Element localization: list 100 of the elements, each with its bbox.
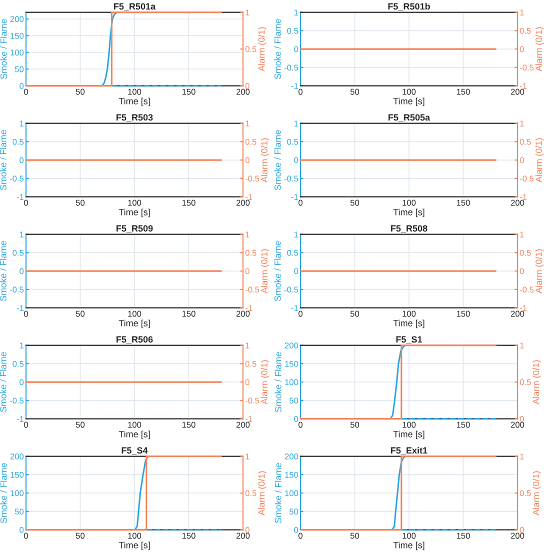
y-tick-label: -0.5 <box>284 286 298 293</box>
x-tick-label: 150 <box>456 88 470 95</box>
y2-axis-title: Alarm (0/1) <box>258 27 266 72</box>
y2-axis-title: Alarm (0/1) <box>535 27 544 72</box>
y-tick-label: -0.5 <box>284 64 298 71</box>
x-axis-title: Time [s] <box>393 208 424 218</box>
chart-title: F5_R503 <box>116 114 153 122</box>
x-tick-label: 200 <box>236 200 250 206</box>
y2-tick-label: 0.5 <box>245 360 256 367</box>
y-tick-label: 100 <box>285 490 298 496</box>
y2-tick-label: 0 <box>520 268 524 274</box>
x-tick-label: 50 <box>350 422 360 428</box>
y2-tick-label: 1 <box>520 120 524 126</box>
x-tick-label: 150 <box>182 88 196 95</box>
y-axis-title: Smoke / Flame <box>0 463 7 523</box>
y2-axis-title: Alarm (0/1) <box>535 138 544 182</box>
y-tick-label: 0.5 <box>12 138 24 145</box>
y-tick-label: 100 <box>285 379 298 386</box>
y-tick-label: -0.5 <box>10 176 24 182</box>
chart-title: F5_R501b <box>388 2 430 11</box>
y-tick-label: 200 <box>10 454 24 460</box>
y2-tick-label: 1 <box>520 342 524 348</box>
y2-tick-label: -1 <box>520 305 527 311</box>
y-tick-label: 50 <box>289 398 298 404</box>
y2-tick-label: 1 <box>246 454 250 460</box>
y2-tick-label: -0.5 <box>245 286 260 293</box>
x-tick-label: 100 <box>128 422 142 428</box>
y2-tick-label: -0.5 <box>245 176 260 182</box>
chart-title: F5_S4 <box>122 447 148 455</box>
x-tick-label: 50 <box>350 200 360 206</box>
y-tick-label: 150 <box>285 472 298 478</box>
y2-tick-label: 0.5 <box>245 250 256 256</box>
y-tick-label: 0.5 <box>287 138 298 145</box>
y-tick-label: -1 <box>291 194 298 200</box>
y-tick-label: -0.5 <box>10 286 24 293</box>
y2-tick-label: -1 <box>520 83 527 89</box>
x-tick-label: 200 <box>236 310 250 317</box>
y2-tick-label: 0 <box>520 46 524 52</box>
y-tick-label: -0.5 <box>10 398 24 404</box>
y-tick-label: 1 <box>20 120 24 126</box>
y-axis-title: Smoke / Flame <box>0 19 7 79</box>
x-tick-label: 0 <box>298 310 302 317</box>
y2-tick-label: 0 <box>245 83 250 89</box>
x-tick-label: 50 <box>350 88 360 95</box>
x-axis-title: Time [s] <box>393 98 424 106</box>
y-tick-label: 0.5 <box>12 360 24 367</box>
x-tick-label: 0 <box>24 422 28 428</box>
y2-tick-label: 1 <box>520 454 524 460</box>
y2-tick-label: 0.5 <box>520 250 531 256</box>
y-tick-label: 50 <box>289 508 298 515</box>
x-tick-label: 150 <box>456 422 470 428</box>
y-tick-label: 0.5 <box>287 250 298 256</box>
y2-tick-label: 0.5 <box>520 379 531 386</box>
y2-tick-label: 0 <box>520 416 524 422</box>
x-tick-label: 200 <box>236 88 250 95</box>
y-tick-label: 50 <box>14 508 24 515</box>
y2-tick-label: 0 <box>520 527 524 533</box>
x-tick-label: 200 <box>236 422 250 428</box>
x-tick-label: 0 <box>298 88 302 95</box>
x-tick-label: 0 <box>24 310 28 317</box>
y-tick-label: -1 <box>16 305 24 311</box>
y2-tick-label: 0 <box>245 157 250 164</box>
y-tick-label: 150 <box>10 472 24 478</box>
y-tick-label: 150 <box>285 360 298 367</box>
x-tick-label: 50 <box>350 310 360 317</box>
y2-tick-label: 0.5 <box>520 490 531 496</box>
line-series <box>390 344 407 420</box>
y2-tick-label: -0.5 <box>520 64 534 71</box>
y2-axis-title: Alarm (0/1) <box>532 360 541 404</box>
x-tick-label: 100 <box>402 422 416 428</box>
y-tick-label: 200 <box>10 16 24 22</box>
x-tick-label: 0 <box>24 532 28 539</box>
x-tick-label: 0 <box>298 200 302 206</box>
y2-axis-title: Alarm (0/1) <box>260 249 270 294</box>
y-tick-label: 200 <box>284 342 298 348</box>
x-tick-label: 100 <box>402 200 416 206</box>
y2-tick-label: 0 <box>245 379 250 386</box>
x-tick-label: 50 <box>76 200 85 206</box>
x-axis-title: Time [s] <box>393 542 424 550</box>
y-tick-label: 0 <box>294 46 298 52</box>
x-tick-label: 0 <box>298 532 302 539</box>
y2-tick-label: 1 <box>520 10 524 16</box>
chart-title: F5_R506 <box>116 336 153 344</box>
x-tick-label: 50 <box>350 532 360 539</box>
x-axis-title: Time [s] <box>118 430 150 440</box>
y-axis-title: Smoke / Flame <box>274 19 281 79</box>
y2-tick-label: -1 <box>245 416 252 422</box>
y-tick-label: -1 <box>16 416 24 422</box>
y2-tick-label: 1 <box>246 120 250 126</box>
x-tick-label: 100 <box>402 532 416 539</box>
y-tick-label: -0.5 <box>284 176 298 182</box>
x-axis-title: Time [s] <box>118 208 150 218</box>
x-tick-label: 50 <box>76 88 85 95</box>
y-tick-label: 100 <box>10 490 24 496</box>
x-tick-label: 0 <box>298 422 302 428</box>
y-tick-label: 0 <box>294 268 298 274</box>
y-tick-label: 1 <box>20 232 24 238</box>
x-tick-label: 50 <box>76 310 85 317</box>
chart-title: F5_R509 <box>116 225 153 233</box>
y2-tick-label: -0.5 <box>245 398 260 404</box>
